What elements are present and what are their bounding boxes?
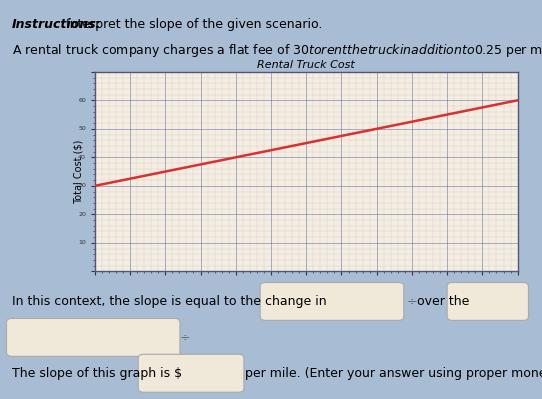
Text: 20: 20: [78, 212, 86, 217]
Text: 50: 50: [78, 126, 86, 131]
Text: Instructions:: Instructions:: [12, 18, 101, 31]
Text: 30: 30: [78, 183, 86, 188]
Title: Rental Truck Cost: Rental Truck Cost: [257, 60, 355, 70]
Text: ÷: ÷: [406, 295, 417, 308]
Text: Interpret the slope of the given scenario.: Interpret the slope of the given scenari…: [62, 18, 322, 31]
Text: 10: 10: [78, 240, 86, 245]
Y-axis label: Total Cost ($): Total Cost ($): [73, 139, 83, 204]
Text: 60: 60: [78, 98, 86, 103]
Text: A rental truck company charges a flat fee of $30 to rent the truck in addition t: A rental truck company charges a flat fe…: [12, 42, 542, 59]
X-axis label: Number of Miles: Number of Miles: [266, 283, 346, 293]
Text: The slope of this graph is $: The slope of this graph is $: [12, 367, 182, 379]
Text: 40: 40: [78, 155, 86, 160]
Text: per mile. (Enter your answer using proper money notation: per mile. (Enter your answer using prope…: [245, 367, 542, 379]
Text: In this context, the slope is equal to the change in: In this context, the slope is equal to t…: [12, 295, 326, 308]
Text: ÷: ÷: [180, 331, 191, 344]
Text: over the: over the: [417, 295, 470, 308]
